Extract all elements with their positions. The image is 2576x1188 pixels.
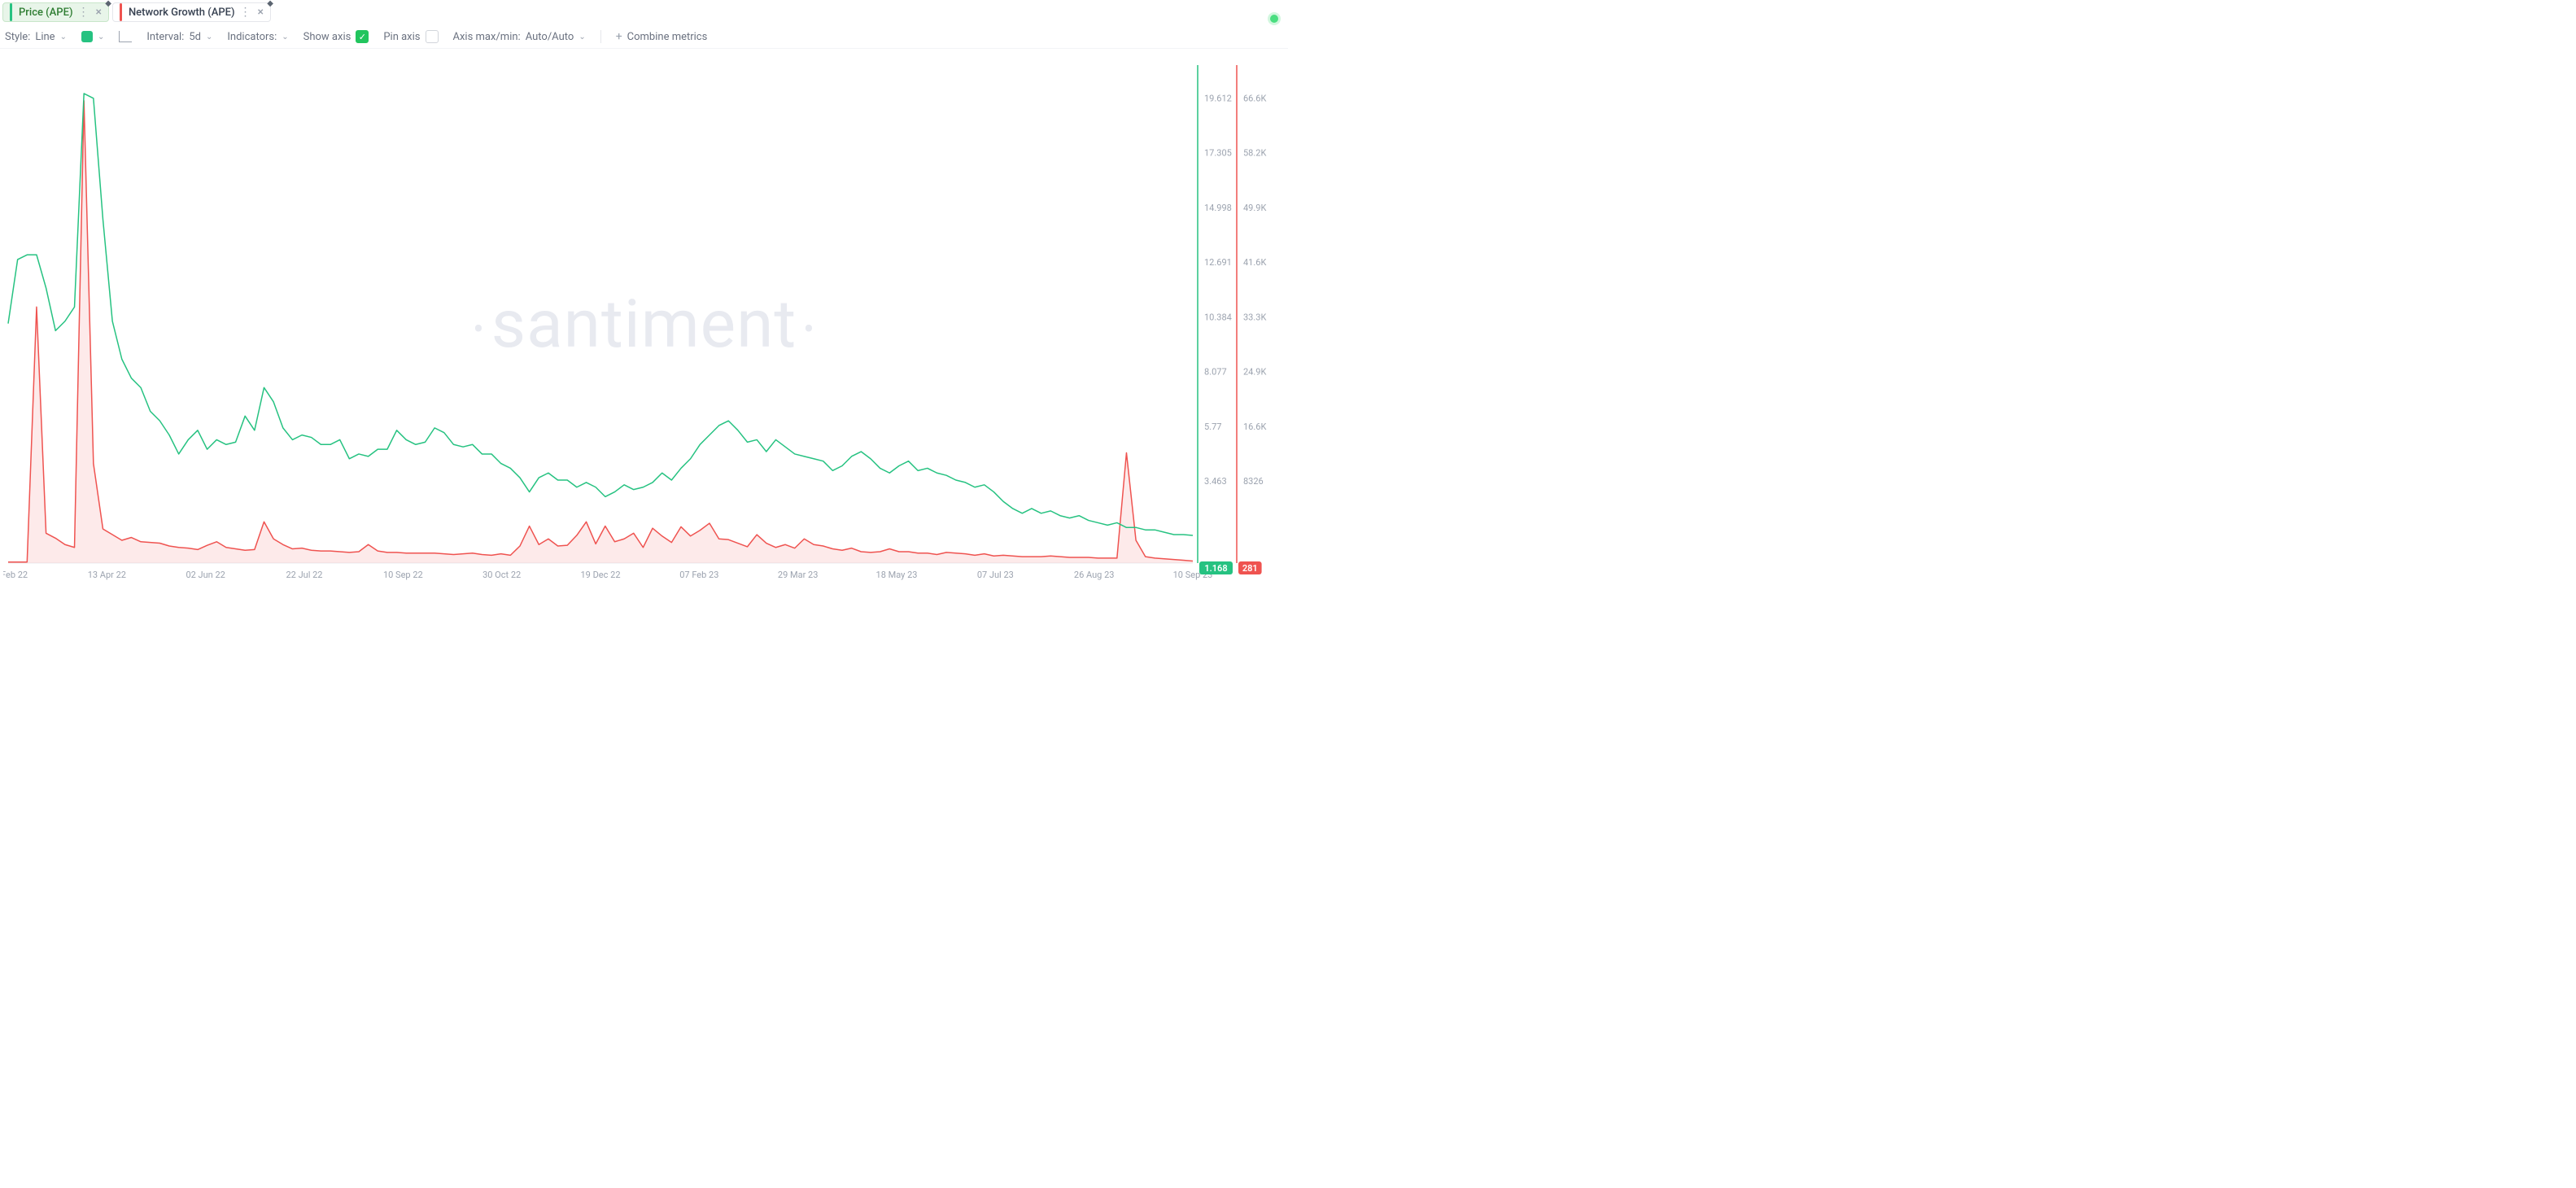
axis-minmax-selector[interactable]: Axis max/min: Auto/Auto ⌄ bbox=[453, 31, 586, 43]
checkbox-unchecked-icon[interactable] bbox=[426, 30, 439, 43]
interval-selector[interactable]: Interval: 5d ⌄ bbox=[146, 31, 212, 43]
chip-color-bar bbox=[120, 3, 122, 21]
svg-text:58.2K: 58.2K bbox=[1243, 148, 1266, 159]
pin-axis-toggle[interactable]: Pin axis bbox=[383, 30, 438, 43]
chip-label: Price (APE) bbox=[19, 7, 73, 19]
style-label: Style: bbox=[5, 31, 30, 43]
chart-svg: 19.612 17.305 14.998 12.691 10.384 8.077 5.77 3… bbox=[3, 59, 1285, 591]
chip-menu-icon[interactable]: ⋮ bbox=[78, 7, 90, 18]
svg-text:26 Aug 23: 26 Aug 23 bbox=[1074, 570, 1115, 580]
pin-axis-label: Pin axis bbox=[383, 31, 420, 43]
svg-text:10 Sep 22: 10 Sep 22 bbox=[383, 570, 423, 580]
svg-text:281: 281 bbox=[1242, 563, 1258, 574]
checkbox-checked-icon[interactable]: ✓ bbox=[356, 30, 369, 43]
chart-toolbar: Style: Line ⌄ ⌄ Interval: 5d ⌄ Indicator… bbox=[0, 22, 1288, 49]
chart-area[interactable]: santiment 19.61217.30514.99812.69110.384… bbox=[3, 59, 1285, 591]
svg-text:49.9K: 49.9K bbox=[1243, 203, 1266, 213]
svg-text:8326: 8326 bbox=[1243, 476, 1264, 487]
ethereum-icon: ◆ bbox=[105, 0, 111, 8]
svg-text:19 Dec 22: 19 Dec 22 bbox=[581, 570, 621, 580]
axis-minmax-label: Axis max/min: bbox=[453, 31, 521, 43]
ethereum-icon: ◆ bbox=[267, 0, 273, 8]
svg-text:10.384: 10.384 bbox=[1204, 312, 1232, 322]
style-selector[interactable]: Style: Line ⌄ bbox=[5, 31, 67, 43]
status-indicator bbox=[1270, 15, 1278, 23]
svg-text:16.6K: 16.6K bbox=[1243, 421, 1266, 432]
svg-text:22 Jul 22: 22 Jul 22 bbox=[286, 570, 323, 580]
style-value: Line bbox=[35, 31, 55, 43]
axis-icon bbox=[119, 31, 132, 42]
svg-text:17.305: 17.305 bbox=[1204, 148, 1232, 159]
metric-chip-network[interactable]: Network Growth (APE) ⋮ × ◆ bbox=[112, 2, 271, 22]
chevron-down-icon: ⌄ bbox=[282, 33, 288, 41]
toolbar-separator bbox=[600, 30, 601, 43]
axis-tool[interactable] bbox=[119, 31, 132, 42]
svg-text:07 Feb 23: 07 Feb 23 bbox=[679, 570, 718, 580]
axis-minmax-value: Auto/Auto bbox=[526, 31, 574, 43]
svg-text:30 Oct 22: 30 Oct 22 bbox=[482, 570, 521, 580]
chip-color-bar bbox=[10, 3, 12, 21]
svg-text:19.612: 19.612 bbox=[1204, 93, 1232, 103]
chip-close-icon[interactable]: × bbox=[256, 6, 265, 19]
svg-text:07 Jul 23: 07 Jul 23 bbox=[977, 570, 1014, 580]
svg-text:1.168: 1.168 bbox=[1204, 563, 1227, 574]
show-axis-toggle[interactable]: Show axis ✓ bbox=[303, 30, 369, 43]
svg-text:18 May 23: 18 May 23 bbox=[876, 570, 918, 580]
metric-chips: Price (APE) ⋮ × ◆ Network Growth (APE) ⋮… bbox=[0, 0, 1288, 22]
svg-text:5.77: 5.77 bbox=[1204, 421, 1221, 432]
show-axis-label: Show axis bbox=[303, 31, 351, 43]
svg-text:13 Apr 22: 13 Apr 22 bbox=[88, 570, 126, 580]
svg-text:41.6K: 41.6K bbox=[1243, 257, 1266, 268]
chevron-down-icon: ⌄ bbox=[60, 33, 67, 41]
combine-label: Combine metrics bbox=[627, 31, 708, 43]
indicators-label: Indicators: bbox=[227, 31, 277, 43]
chevron-down-icon: ⌄ bbox=[98, 33, 104, 41]
svg-text:33.3K: 33.3K bbox=[1243, 312, 1266, 322]
combine-metrics-button[interactable]: + Combine metrics bbox=[616, 30, 708, 43]
interval-label: Interval: bbox=[146, 31, 184, 43]
plus-icon: + bbox=[616, 30, 622, 43]
chevron-down-icon: ⌄ bbox=[579, 33, 585, 41]
svg-text:12.691: 12.691 bbox=[1204, 257, 1232, 268]
indicators-selector[interactable]: Indicators: ⌄ bbox=[227, 31, 288, 43]
chevron-down-icon: ⌄ bbox=[206, 33, 212, 41]
chip-label: Network Growth (APE) bbox=[129, 7, 235, 19]
svg-text:66.6K: 66.6K bbox=[1243, 93, 1266, 103]
chip-close-icon[interactable]: × bbox=[94, 6, 103, 19]
svg-text:22 Feb 22: 22 Feb 22 bbox=[3, 570, 28, 580]
color-swatch bbox=[81, 31, 93, 42]
chip-menu-icon[interactable]: ⋮ bbox=[240, 7, 251, 18]
svg-text:14.998: 14.998 bbox=[1204, 203, 1232, 213]
metric-chip-price[interactable]: Price (APE) ⋮ × ◆ bbox=[2, 2, 109, 22]
interval-value: 5d bbox=[189, 31, 201, 43]
svg-text:24.9K: 24.9K bbox=[1243, 367, 1266, 378]
color-selector[interactable]: ⌄ bbox=[81, 31, 104, 42]
svg-text:8.077: 8.077 bbox=[1204, 367, 1227, 378]
svg-text:29 Mar 23: 29 Mar 23 bbox=[778, 570, 819, 580]
svg-text:02 Jun 22: 02 Jun 22 bbox=[186, 570, 225, 580]
svg-text:3.463: 3.463 bbox=[1204, 476, 1227, 487]
